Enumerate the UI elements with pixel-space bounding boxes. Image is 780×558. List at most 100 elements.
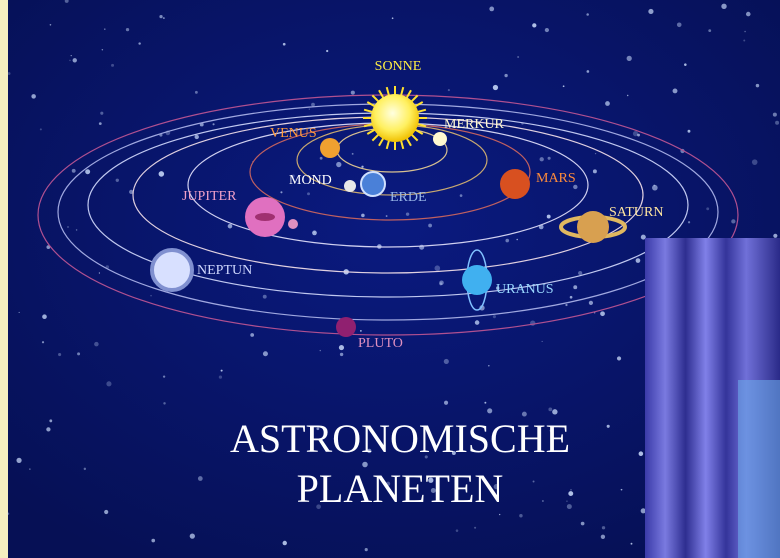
star <box>263 351 268 356</box>
star <box>352 153 354 155</box>
star <box>542 341 543 342</box>
star <box>94 342 98 346</box>
star <box>460 194 463 197</box>
star <box>250 333 254 337</box>
star <box>111 64 114 67</box>
star <box>566 501 567 502</box>
star <box>58 353 61 356</box>
star <box>16 458 21 463</box>
star <box>602 526 605 529</box>
star <box>151 539 155 543</box>
saturn <box>577 211 609 243</box>
star <box>439 280 444 285</box>
sun <box>371 94 419 142</box>
star <box>639 451 644 456</box>
star <box>150 295 152 297</box>
planet-label: ERDE <box>390 190 427 205</box>
star <box>49 419 52 422</box>
star <box>731 219 735 223</box>
star <box>84 468 86 470</box>
star <box>228 224 233 229</box>
star <box>195 135 199 139</box>
planet-label: SATURN <box>609 205 663 220</box>
star <box>351 91 355 95</box>
star <box>607 425 610 428</box>
star <box>198 476 203 481</box>
star <box>548 407 552 411</box>
star <box>326 50 328 52</box>
star <box>756 84 759 87</box>
star <box>456 529 459 532</box>
window-light <box>738 380 780 558</box>
star <box>746 12 751 17</box>
star <box>708 29 711 32</box>
star <box>104 29 105 30</box>
star <box>76 229 78 231</box>
planet-label: MERKUR <box>444 117 505 132</box>
star <box>773 113 777 117</box>
planet-label: URANUS <box>496 282 554 297</box>
star <box>688 221 690 223</box>
star <box>627 56 632 61</box>
star <box>684 63 687 66</box>
star <box>505 239 509 243</box>
star <box>568 491 573 496</box>
star <box>677 23 682 28</box>
star <box>100 112 103 115</box>
star <box>648 9 653 14</box>
star <box>283 541 287 545</box>
star <box>487 408 492 413</box>
star <box>706 207 709 210</box>
star <box>617 356 621 360</box>
star <box>605 101 610 106</box>
star <box>406 212 409 215</box>
star <box>488 365 489 366</box>
mars <box>500 169 530 199</box>
star <box>419 245 424 250</box>
star <box>361 214 365 218</box>
star <box>752 159 758 165</box>
star <box>578 271 582 275</box>
star <box>581 522 585 526</box>
star <box>69 60 71 62</box>
star <box>563 85 565 87</box>
star <box>493 85 498 90</box>
venus <box>320 138 340 158</box>
star <box>589 301 593 305</box>
star <box>29 468 31 470</box>
jupiter-moon <box>288 219 298 229</box>
star <box>126 28 129 31</box>
star <box>50 24 52 26</box>
star <box>621 489 623 491</box>
star <box>493 315 496 318</box>
star <box>586 13 589 16</box>
star <box>652 185 658 191</box>
star <box>484 402 486 404</box>
star <box>504 74 507 77</box>
star <box>519 514 522 517</box>
star <box>593 169 597 173</box>
star <box>40 128 42 130</box>
star <box>31 94 36 99</box>
star <box>307 192 310 195</box>
jupiter-spot <box>255 213 275 221</box>
star <box>116 179 119 182</box>
star <box>743 40 745 42</box>
star <box>159 171 165 177</box>
star <box>633 131 638 136</box>
mercury <box>433 132 447 146</box>
star <box>474 527 476 529</box>
star <box>721 4 726 9</box>
star <box>360 330 362 332</box>
star <box>219 375 222 378</box>
star <box>102 49 103 50</box>
star <box>587 70 590 73</box>
star <box>773 234 777 238</box>
pluto <box>336 317 356 337</box>
star <box>688 130 691 133</box>
star <box>213 123 215 125</box>
star <box>540 157 544 161</box>
star <box>283 43 286 46</box>
star <box>444 401 448 405</box>
star <box>567 504 572 509</box>
